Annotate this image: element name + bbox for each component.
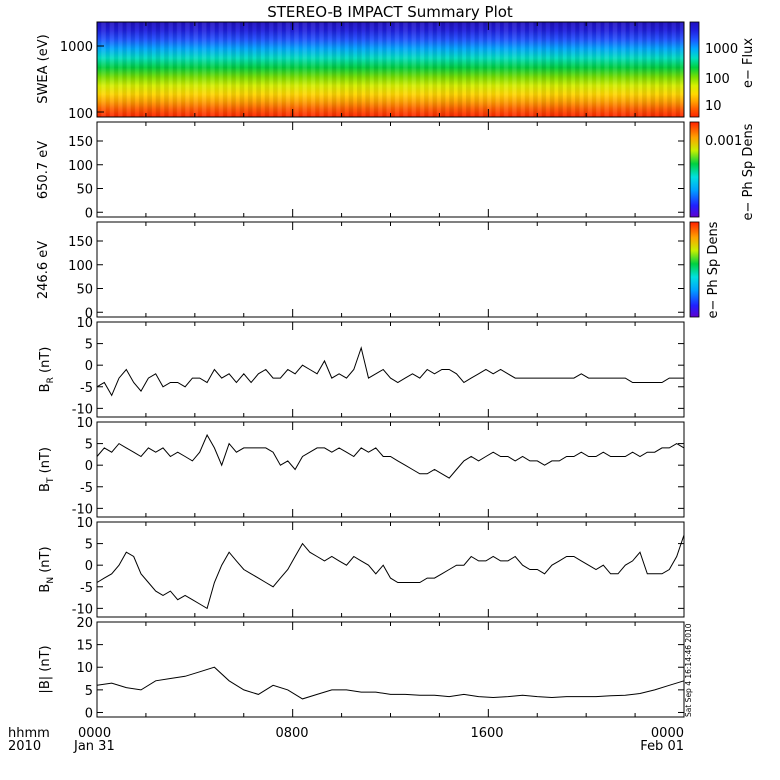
flux-colorbar-tick: 10 [705, 99, 722, 114]
y-tick-label: 5 [85, 684, 93, 699]
y-tick-label: -10 [72, 602, 93, 617]
y-axis-label: BT (nT) [38, 447, 56, 492]
pa-650-panel: 650.7 eV 0.001 e− Ph Sp Dens [36, 121, 756, 220]
time-axis-label: hhmm [8, 726, 50, 741]
x-tick-time: 0800 [275, 726, 308, 741]
y-tick-label: -10 [72, 502, 93, 517]
series-line [96, 346, 684, 397]
pa246-ylabel: 246.6 eV [36, 241, 51, 299]
x-tick-date: Feb 01 [640, 739, 684, 754]
swea-ytick: 100 [68, 107, 93, 122]
swea-ytick: 1000 [60, 40, 93, 55]
ph-sp-dens-colorbar-tick: 0.001 [705, 134, 742, 149]
pa-ytick: 50 [76, 283, 93, 298]
x-tick-time: 1600 [470, 726, 503, 741]
series-line [96, 534, 685, 610]
y-tick-label: 10 [76, 316, 93, 331]
y-tick-label: 20 [76, 616, 93, 631]
swea-ylabel: SWEA (eV) [36, 34, 51, 103]
swea-spectrogram [97, 22, 684, 117]
y-tick-label: 0 [85, 559, 93, 574]
pa-ytick: 50 [76, 183, 93, 198]
flux-colorbar [689, 21, 700, 118]
y-axis-label: BR (nT) [38, 347, 56, 393]
flux-colorbar-label: e− Flux [741, 38, 756, 88]
y-tick-label: 5 [85, 438, 93, 453]
flux-colorbar-tick: 1000 [705, 42, 738, 57]
ph-sp-dens-colorbar-2 [689, 221, 700, 318]
y-tick-label: 10 [76, 416, 93, 431]
ph-sp-dens-colorbar-label: e− Ph Sp Dens [741, 123, 756, 220]
bmag-panel: 20 15 10 5 0 |B| (nT) [38, 616, 685, 721]
y-tick-label: -10 [72, 402, 93, 417]
ph-sp-dens-colorbar [689, 121, 700, 218]
y-tick-label: 10 [76, 516, 93, 531]
pa-ytick: 0 [85, 206, 93, 221]
pa-246-panel: 246.6 eV e− Ph Sp Dens [36, 221, 721, 318]
ph-sp-dens-colorbar-label-2: e− Ph Sp Dens [706, 221, 721, 318]
y-axis-label: BN (nT) [38, 546, 56, 592]
y-tick-label: 10 [76, 661, 93, 676]
time-axis: hhmm 2010 0000 Jan 31 0800 1600 0000 Feb… [8, 726, 684, 754]
timestamp: Sat Sep 4 16:14:46 2010 [684, 623, 693, 717]
x-tick-date: Jan 31 [73, 739, 115, 754]
y-tick-label: 5 [85, 538, 93, 553]
series-line [96, 666, 685, 700]
y-tick-label: 5 [85, 338, 93, 353]
br-panel: 10 5 0 -5 -10 BR (nT) [38, 316, 685, 418]
y-axis-label: |B| (nT) [38, 645, 53, 693]
year-label: 2010 [8, 739, 41, 754]
x-tick-time: 0000 [651, 726, 684, 741]
series-line [96, 433, 685, 479]
pa650-ylabel: 650.7 eV [36, 141, 51, 199]
x-tick-time: 0000 [78, 726, 111, 741]
plot-title: STEREO-B IMPACT Summary Plot [267, 3, 513, 21]
swea-panel: SWEA (eV) 1000 100 1000 100 10 e− Flux [36, 21, 756, 122]
pa-ytick: 100 [68, 259, 93, 274]
y-tick-label: -5 [80, 481, 93, 496]
pa-ytick: 150 [68, 135, 93, 150]
y-tick-label: 0 [85, 359, 93, 374]
bt-panel: 10 5 0 -5 -10 BT (nT) [38, 416, 685, 518]
y-tick-label: 15 [76, 639, 93, 654]
pa-ytick: 150 [68, 235, 93, 250]
y-tick-label: 0 [85, 706, 93, 721]
pa-ytick: 100 [68, 159, 93, 174]
flux-colorbar-tick: 100 [705, 72, 730, 87]
y-tick-label: -5 [80, 381, 93, 396]
bn-panel: 10 5 0 -5 -10 BN (nT) [38, 516, 685, 618]
y-tick-label: 0 [85, 459, 93, 474]
y-tick-label: -5 [80, 581, 93, 596]
pa-ytick: 0 [85, 306, 93, 321]
